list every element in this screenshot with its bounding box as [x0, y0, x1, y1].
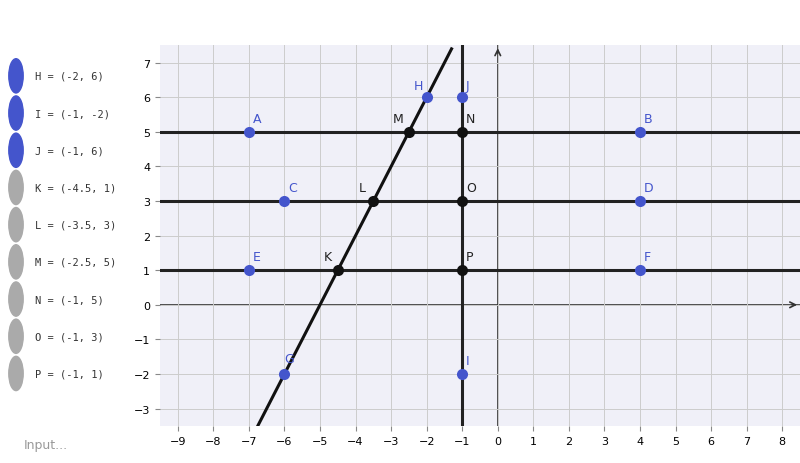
Text: N = (-1, 5): N = (-1, 5) [35, 294, 104, 304]
Text: K: K [323, 251, 332, 264]
Text: H = (-2, 6): H = (-2, 6) [35, 72, 104, 81]
Circle shape [9, 97, 23, 131]
Text: N: N [466, 113, 475, 125]
Text: O = (-1, 3): O = (-1, 3) [35, 332, 104, 342]
Circle shape [9, 245, 23, 279]
Text: L: L [359, 182, 366, 195]
Text: I: I [466, 354, 470, 367]
Text: M = (-2.5, 5): M = (-2.5, 5) [35, 257, 117, 267]
Text: O: O [466, 182, 476, 195]
Text: J = (-1, 6): J = (-1, 6) [35, 146, 104, 156]
Text: D: D [643, 182, 653, 195]
Text: Input...: Input... [24, 438, 68, 451]
Circle shape [9, 319, 23, 354]
Text: P = (-1, 1): P = (-1, 1) [35, 369, 104, 379]
Circle shape [9, 171, 23, 205]
Circle shape [9, 357, 23, 391]
Circle shape [9, 282, 23, 317]
Text: K = (-4.5, 1): K = (-4.5, 1) [35, 183, 117, 193]
Text: I = (-1, -2): I = (-1, -2) [35, 109, 110, 119]
Text: C: C [288, 182, 297, 195]
Text: H: H [414, 80, 423, 93]
Text: M: M [393, 113, 404, 125]
Circle shape [9, 208, 23, 242]
Text: F: F [643, 251, 650, 264]
Text: G: G [285, 353, 294, 366]
Text: P: P [466, 251, 474, 264]
Text: B: B [643, 113, 652, 125]
Text: L = (-3.5, 3): L = (-3.5, 3) [35, 220, 117, 230]
Circle shape [9, 134, 23, 168]
Circle shape [9, 60, 23, 94]
Text: J: J [466, 80, 470, 93]
Text: E: E [253, 251, 260, 264]
Text: A: A [253, 113, 261, 125]
